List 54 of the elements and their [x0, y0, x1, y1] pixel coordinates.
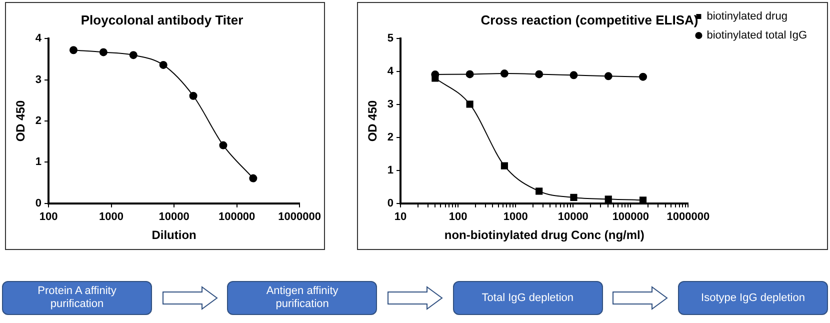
- y-axis-title: OD 450: [14, 100, 28, 142]
- x-tick-label: 100: [39, 211, 58, 224]
- point: [99, 48, 108, 56]
- point: [639, 196, 647, 204]
- point: [500, 70, 508, 78]
- x-tick-label: 1000: [99, 211, 124, 224]
- x-tick-label: 10: [394, 211, 407, 224]
- legend-label: biotinylated total IgG: [706, 30, 808, 42]
- point: [536, 188, 543, 195]
- point: [500, 162, 508, 170]
- point: [159, 60, 168, 69]
- point: [570, 71, 578, 80]
- y-tick-label: 2: [387, 132, 394, 144]
- x-tick-label: 10000: [158, 211, 190, 224]
- y-tick-label: 0: [35, 197, 42, 210]
- point: [129, 51, 138, 60]
- x-axis-title: Dilution: [152, 228, 196, 242]
- x-tick-label: 1000: [503, 211, 528, 224]
- y-tick-label: 4: [387, 66, 394, 78]
- text: Antigen affinity purification: [227, 281, 378, 315]
- chart-title: Ploycolonal antibody Titer: [80, 12, 244, 28]
- point: [466, 100, 474, 108]
- point: [604, 72, 612, 80]
- x-tick-label: 100: [448, 211, 468, 224]
- point: [249, 174, 258, 182]
- x-tick-label: 10000: [558, 211, 588, 224]
- y-tick-label: 1: [387, 164, 394, 176]
- chart-title: Cross reaction (competitive ELISA): [480, 12, 698, 28]
- text: Isotype IgG depletion: [678, 281, 828, 315]
- text: Total IgG depletion: [452, 281, 603, 315]
- point: [69, 46, 78, 54]
- y-tick-label: 2: [35, 115, 42, 128]
- point: [466, 70, 474, 78]
- legend-label: biotinylated drug: [706, 10, 788, 23]
- x-axis-title: non-biotinylated drug Conc (ng/ml): [444, 228, 644, 242]
- x-tick-label: 100000: [612, 211, 650, 224]
- y-tick-label: 3: [35, 74, 42, 86]
- point: [535, 70, 544, 78]
- point: [189, 92, 198, 100]
- point: [219, 141, 228, 150]
- x-tick-label: 1000000: [666, 211, 710, 224]
- point: [432, 74, 439, 82]
- x-tick-label: 100000: [218, 211, 256, 224]
- text: Protein A affinity purification: [2, 281, 152, 315]
- x-tick-label: 1000000: [278, 211, 321, 224]
- point: [570, 194, 578, 202]
- point: [639, 72, 648, 81]
- point: [604, 196, 612, 203]
- y-tick-label: 5: [387, 32, 394, 45]
- y-tick-label: 1: [35, 156, 42, 168]
- y-tick-label: 4: [35, 32, 42, 45]
- y-axis-title: OD 450: [366, 100, 380, 142]
- y-tick-label: 0: [387, 197, 394, 210]
- y-tick-label: 3: [387, 98, 394, 111]
